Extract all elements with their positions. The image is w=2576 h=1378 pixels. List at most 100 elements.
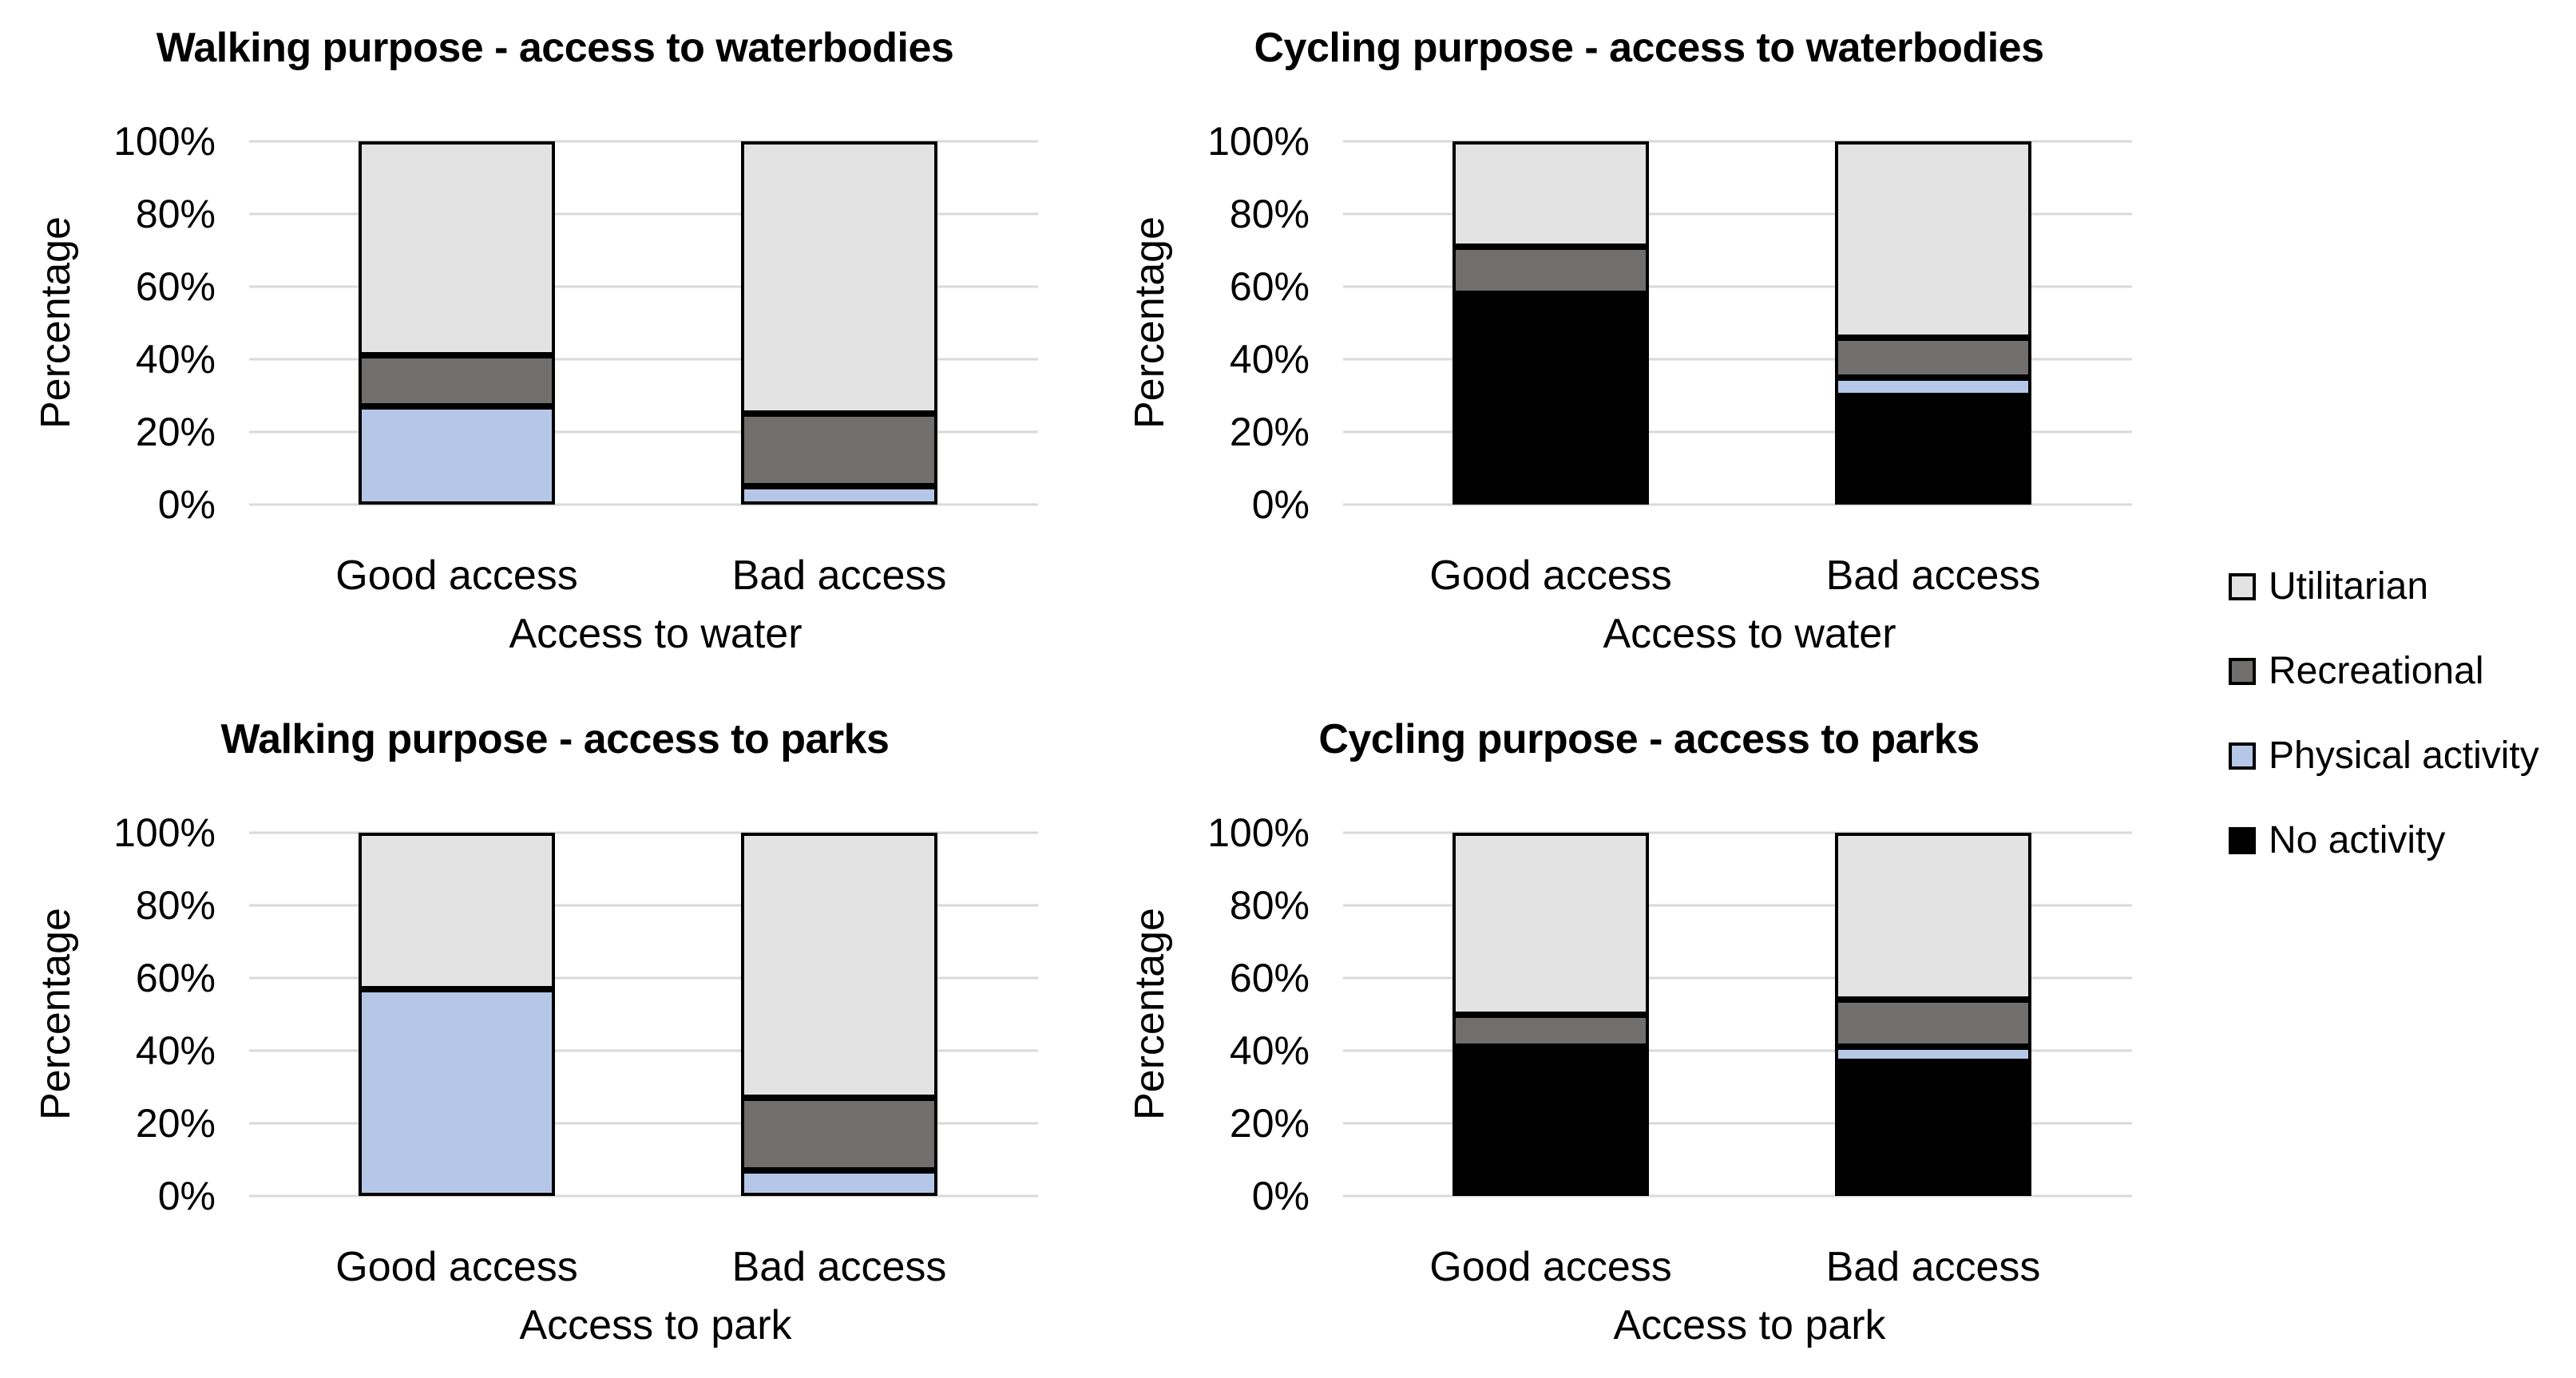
gridline (249, 1194, 1038, 1198)
y-tick-label: 100% (113, 810, 216, 855)
bar-segment-physical-activity (740, 486, 937, 505)
gridline (249, 904, 1038, 907)
y-tick-label: 60% (1229, 264, 1310, 309)
x-category-label-bad-access: Bad access (731, 1244, 947, 1290)
bar-segment-utilitarian (740, 141, 937, 414)
y-tick-label: 40% (1229, 337, 1310, 382)
bar-segment-utilitarian (1834, 141, 2031, 338)
legend-swatch-physical-activity (2229, 742, 2256, 770)
legend-label-utilitarian: Utilitarian (2269, 565, 2429, 608)
gridline (1343, 212, 2132, 216)
bar-segment-recreational (1452, 246, 1649, 295)
stacked-bar-bad-access (740, 141, 937, 505)
bar-segment-physical-activity (740, 1170, 937, 1196)
chart-title: Walking purpose - access to waterbodies (156, 25, 954, 71)
bar-segment-recreational (740, 1098, 937, 1171)
gridline (249, 212, 1038, 216)
legend-swatch-recreational (2229, 658, 2256, 685)
legend: Utilitarian Recreational Physical activi… (2229, 563, 2572, 901)
y-tick-label: 80% (135, 883, 216, 928)
legend-label-physical-activity: Physical activity (2269, 735, 2539, 777)
x-category-label-good-access: Good access (335, 552, 578, 599)
bar-segment-recreational (1834, 1000, 2031, 1047)
chart-walking-waterbodies: Walking purpose - access to waterbodies … (24, 0, 1086, 687)
y-axis-tick-labels: 100% 80% 60% 40% 20% 0% (24, 813, 220, 1216)
gridline (249, 1049, 1038, 1052)
y-tick-label: 40% (135, 1028, 216, 1073)
bar-segment-no-activity (1834, 395, 2031, 505)
bar-segment-recreational (1452, 1014, 1649, 1047)
x-axis-title: Access to water (509, 611, 803, 657)
gridline (249, 430, 1038, 434)
chart-title: Cycling purpose - access to parks (1318, 716, 1980, 762)
x-category-label-good-access: Good access (1429, 552, 1672, 599)
bar-segment-no-activity (1452, 1047, 1649, 1196)
gridline (249, 358, 1038, 361)
y-tick-label: 40% (1229, 1028, 1310, 1073)
stacked-bar-bad-access (1834, 141, 2031, 505)
bar-segment-no-activity (1834, 1061, 2031, 1196)
legend-swatch-no-activity (2229, 827, 2256, 854)
gridline (1343, 358, 2132, 361)
chart-cycling-parks: Cycling purpose - access to parks Percen… (1118, 691, 2180, 1378)
y-tick-label: 100% (1207, 119, 1310, 164)
stacked-bar-good-access (358, 141, 555, 505)
bar-segment-utilitarian (1834, 833, 2031, 1000)
bar-segment-no-activity (1452, 294, 1649, 505)
gridline (1343, 430, 2132, 434)
x-category-label-good-access: Good access (1429, 1244, 1672, 1290)
legend-item-recreational: Recreational (2229, 647, 2572, 695)
gridline (249, 140, 1038, 143)
chart-walking-parks: Walking purpose - access to parks Percen… (24, 691, 1086, 1378)
y-tick-label: 0% (157, 482, 216, 527)
stacked-bar-good-access (358, 833, 555, 1196)
plot-area (249, 140, 1038, 506)
x-category-label-bad-access: Bad access (1825, 1244, 2041, 1290)
chart-title: Cycling purpose - access to waterbodies (1254, 25, 2044, 71)
bar-segment-physical-activity (1834, 377, 2031, 396)
y-tick-label: 0% (1251, 1174, 1310, 1218)
y-axis-tick-labels: 100% 80% 60% 40% 20% 0% (1118, 121, 1314, 525)
bar-segment-utilitarian (1452, 141, 1649, 247)
bar-segment-utilitarian (358, 141, 555, 356)
bar-segment-physical-activity (358, 406, 555, 505)
stacked-bar-bad-access (1834, 833, 2031, 1196)
bar-segment-recreational (358, 355, 555, 407)
y-tick-label: 60% (135, 264, 216, 309)
y-tick-label: 100% (113, 119, 216, 164)
x-axis-title: Access to park (519, 1302, 792, 1348)
gridline (1343, 976, 2132, 980)
legend-label-no-activity: No activity (2269, 819, 2446, 861)
legend-label-recreational: Recreational (2269, 650, 2484, 692)
plot-area (249, 831, 1038, 1198)
y-tick-label: 80% (1229, 192, 1310, 236)
bar-segment-utilitarian (358, 833, 555, 989)
y-tick-label: 60% (135, 956, 216, 1000)
gridline (1343, 285, 2132, 288)
gridline (1343, 1049, 2132, 1052)
x-axis-title: Access to water (1603, 611, 1896, 657)
bar-segment-physical-activity (358, 988, 555, 1196)
gridline (1343, 831, 2132, 834)
gridline (249, 976, 1038, 980)
bar-segment-recreational (1834, 337, 2031, 378)
y-tick-label: 60% (1229, 956, 1310, 1000)
stacked-bar-good-access (1452, 141, 1649, 505)
y-tick-label: 80% (1229, 883, 1310, 928)
gridline (249, 831, 1038, 834)
y-tick-label: 20% (135, 410, 216, 454)
legend-item-utilitarian: Utilitarian (2229, 563, 2572, 611)
y-axis-tick-labels: 100% 80% 60% 40% 20% 0% (1118, 813, 1314, 1216)
y-tick-label: 80% (135, 192, 216, 236)
gridline (1343, 140, 2132, 143)
gridline (1343, 904, 2132, 907)
gridline (249, 285, 1038, 288)
bar-segment-utilitarian (1452, 833, 1649, 1015)
gridline (249, 503, 1038, 506)
y-axis-tick-labels: 100% 80% 60% 40% 20% 0% (24, 121, 220, 525)
chart-title: Walking purpose - access to parks (220, 716, 890, 762)
gridline (1343, 503, 2132, 506)
y-tick-label: 20% (1229, 410, 1310, 454)
gridline (1343, 1194, 2132, 1198)
x-category-label-bad-access: Bad access (731, 552, 947, 599)
